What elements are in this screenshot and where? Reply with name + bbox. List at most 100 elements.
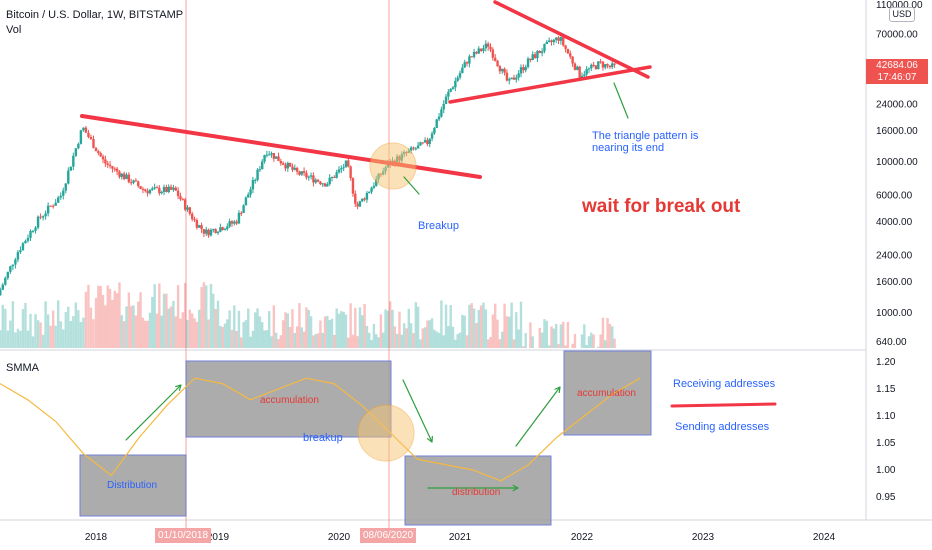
candle-body xyxy=(51,205,55,207)
chart-title: Bitcoin / U.S. Dollar, 1W, BITSTAMP xyxy=(6,9,184,21)
volume-bar xyxy=(59,321,62,348)
candle-body xyxy=(316,179,320,182)
candle-body xyxy=(305,172,308,178)
candle-body xyxy=(127,174,131,183)
candle-body xyxy=(16,252,20,260)
volume-bar xyxy=(207,319,210,348)
volume-bar xyxy=(300,327,303,348)
volume-bar xyxy=(451,326,455,348)
volume-bar xyxy=(176,285,180,348)
candle-body xyxy=(468,56,471,64)
volume-bar xyxy=(244,320,248,348)
candle-body xyxy=(92,138,95,149)
candle-body xyxy=(491,49,495,58)
candle-body xyxy=(423,140,427,143)
volume-bar xyxy=(489,337,492,348)
volume-bar xyxy=(240,337,243,348)
candle-body xyxy=(0,289,2,296)
volume-bar xyxy=(195,321,199,348)
candle-body xyxy=(505,72,509,81)
candle-body xyxy=(176,190,180,197)
volume-bar xyxy=(221,326,224,348)
volume-bar xyxy=(337,313,341,348)
receiving-text: Receiving addresses xyxy=(673,378,776,390)
volume-bar xyxy=(228,310,231,348)
volume-bar xyxy=(590,332,593,348)
volume-bar xyxy=(592,334,595,348)
candle-body xyxy=(62,190,65,196)
candle-body xyxy=(160,191,163,194)
candle-body xyxy=(428,138,431,145)
arrow-up-2-head xyxy=(554,386,561,394)
candle-body xyxy=(79,130,83,144)
candle-body xyxy=(195,220,199,228)
volume-bar xyxy=(496,319,499,348)
candle-body xyxy=(72,155,75,167)
volume-bar xyxy=(172,300,175,348)
candle-body xyxy=(540,51,544,54)
accumulation-box-1 xyxy=(185,360,392,438)
volume-bar xyxy=(319,320,322,348)
candle-body xyxy=(77,143,80,149)
volume-bar xyxy=(493,303,497,348)
breakup-arrow xyxy=(403,176,420,195)
candle-body xyxy=(153,187,156,189)
candle-body xyxy=(309,175,313,177)
candle-body xyxy=(433,127,436,134)
time-tick-label: 2024 xyxy=(813,532,836,543)
volume-bar xyxy=(409,323,413,348)
candle-body xyxy=(221,227,224,231)
volume-bar xyxy=(46,314,50,348)
candle-body xyxy=(148,189,152,194)
price-tick-label: 70000.00 xyxy=(876,30,918,41)
candle-body xyxy=(57,197,60,203)
last-price-tag: 42684.06 xyxy=(866,59,928,72)
currency-button[interactable]: USD xyxy=(889,7,915,22)
volume-bar xyxy=(307,309,310,348)
candle-body xyxy=(39,216,42,218)
volume-bar xyxy=(54,325,57,348)
volume-bar xyxy=(613,338,616,348)
candle-body xyxy=(209,229,213,236)
volume-bar xyxy=(379,314,383,348)
volume-bar xyxy=(442,335,445,348)
candle-body xyxy=(522,67,525,71)
candle-body xyxy=(240,212,243,214)
volume-bar xyxy=(256,308,259,348)
candle-body xyxy=(24,240,27,244)
candle-body xyxy=(258,169,262,171)
candle-body xyxy=(202,229,206,234)
volume-bar xyxy=(108,288,112,348)
volume-bar xyxy=(39,322,42,348)
volume-bar xyxy=(209,284,213,348)
volume-bar xyxy=(330,318,334,348)
volume-bar xyxy=(251,330,255,348)
volume-bar xyxy=(463,315,466,348)
long-trendline xyxy=(80,114,482,179)
smma-tick-label: 1.00 xyxy=(876,465,896,476)
volume-bar xyxy=(279,335,283,348)
candle-body xyxy=(454,80,457,88)
volume-bar xyxy=(475,322,478,348)
volume-bar xyxy=(160,315,163,348)
price-tick-label: 16000.00 xyxy=(876,126,918,137)
candle-body xyxy=(181,199,185,201)
candle-body xyxy=(557,37,560,41)
candle-body xyxy=(435,119,438,128)
volume-bar xyxy=(36,320,40,348)
candle-body xyxy=(444,96,448,104)
candle-body xyxy=(486,43,490,47)
candle-body xyxy=(461,67,464,74)
volume-bar xyxy=(414,302,417,348)
arrow-up-2 xyxy=(515,386,561,447)
candle-body xyxy=(493,57,497,61)
volume-bar xyxy=(120,315,124,348)
candle-body xyxy=(288,162,292,167)
candle-body xyxy=(566,48,570,54)
volume-bar xyxy=(356,336,359,348)
breakup-circle-lower xyxy=(357,404,415,462)
arrow-right-head xyxy=(512,484,519,492)
volume-bar xyxy=(566,321,570,348)
volume-bar xyxy=(137,301,140,348)
price-tick-label: 1600.00 xyxy=(876,277,913,288)
